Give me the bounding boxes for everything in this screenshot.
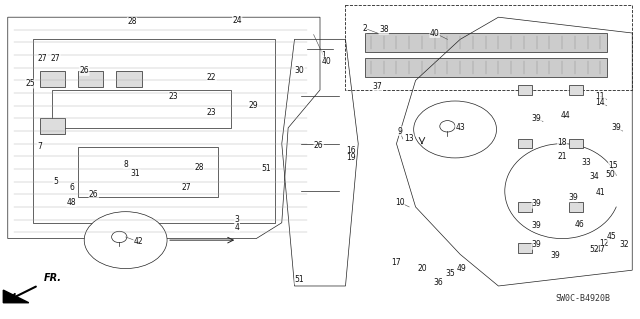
- Text: 37: 37: [372, 82, 382, 91]
- Bar: [365, 33, 607, 52]
- Text: 50: 50: [605, 170, 616, 179]
- Text: 52: 52: [589, 245, 599, 254]
- Text: 38: 38: [379, 25, 388, 34]
- Text: 23: 23: [168, 92, 179, 101]
- Text: 34: 34: [589, 172, 599, 182]
- Text: 31: 31: [131, 169, 140, 178]
- Text: 33: 33: [582, 158, 591, 167]
- Text: 1: 1: [321, 51, 326, 60]
- Bar: [518, 139, 532, 148]
- Text: 16: 16: [346, 145, 355, 154]
- Text: 49: 49: [456, 264, 467, 273]
- Text: 24: 24: [232, 16, 242, 25]
- Text: 48: 48: [67, 198, 76, 207]
- Text: 23: 23: [207, 108, 216, 116]
- Text: 18: 18: [557, 137, 567, 147]
- Bar: [568, 139, 582, 148]
- Text: 35: 35: [445, 269, 456, 278]
- Text: 3: 3: [235, 215, 239, 224]
- Text: 46: 46: [575, 220, 585, 229]
- Bar: [78, 147, 218, 197]
- Bar: [40, 118, 65, 134]
- Text: 43: 43: [455, 123, 465, 132]
- Bar: [40, 71, 65, 87]
- Text: 10: 10: [395, 198, 404, 207]
- Ellipse shape: [111, 231, 127, 243]
- Text: 21: 21: [557, 152, 567, 161]
- Text: 11: 11: [596, 92, 605, 101]
- Text: 4: 4: [235, 223, 239, 232]
- Text: 44: 44: [561, 111, 570, 120]
- Text: 39: 39: [551, 251, 561, 260]
- Text: 51: 51: [261, 165, 271, 174]
- Text: 12: 12: [599, 239, 608, 248]
- Text: 2: 2: [362, 24, 367, 33]
- Text: 17: 17: [392, 258, 401, 267]
- Polygon shape: [3, 290, 29, 303]
- Text: 26: 26: [89, 190, 99, 199]
- Text: 27: 27: [38, 54, 47, 63]
- Text: 25: 25: [25, 79, 35, 88]
- Text: 28: 28: [194, 163, 204, 172]
- Text: 39: 39: [568, 193, 578, 202]
- Text: 8: 8: [124, 160, 128, 169]
- Text: 14: 14: [596, 98, 605, 107]
- Bar: [518, 202, 532, 212]
- Bar: [568, 85, 582, 95]
- Text: 41: 41: [596, 188, 605, 197]
- Text: 19: 19: [346, 153, 355, 162]
- Text: 40: 40: [430, 28, 440, 38]
- Text: 51: 51: [295, 275, 305, 284]
- Text: 39: 39: [532, 241, 541, 249]
- Text: FR.: FR.: [44, 273, 61, 283]
- Bar: [568, 202, 582, 212]
- Bar: [33, 39, 275, 223]
- Bar: [518, 85, 532, 95]
- Text: 28: 28: [127, 18, 137, 26]
- Text: 5: 5: [53, 177, 58, 186]
- Bar: [365, 58, 607, 77]
- Text: 7: 7: [37, 142, 42, 151]
- Ellipse shape: [413, 101, 497, 158]
- Text: 45: 45: [607, 233, 617, 241]
- Bar: [116, 71, 141, 87]
- Text: 30: 30: [295, 66, 305, 76]
- Text: 32: 32: [620, 241, 629, 249]
- Ellipse shape: [84, 212, 167, 269]
- Text: 9: 9: [397, 127, 402, 136]
- Text: 29: 29: [248, 101, 258, 110]
- Bar: [78, 71, 103, 87]
- Text: 27: 27: [51, 54, 60, 63]
- Text: 39: 39: [611, 123, 621, 132]
- Text: 47: 47: [595, 245, 605, 254]
- Text: 26: 26: [79, 66, 89, 76]
- Text: 13: 13: [404, 134, 414, 144]
- Text: 36: 36: [433, 278, 443, 287]
- Text: 39: 39: [532, 114, 541, 123]
- Text: 6: 6: [69, 183, 74, 192]
- Text: 39: 39: [532, 221, 541, 230]
- Text: 40: 40: [321, 57, 332, 66]
- Text: 27: 27: [181, 183, 191, 192]
- Text: 22: 22: [207, 73, 216, 82]
- Ellipse shape: [440, 121, 455, 132]
- Text: 20: 20: [417, 264, 427, 273]
- Text: 15: 15: [608, 161, 618, 170]
- Text: SW0C-B4920B: SW0C-B4920B: [556, 294, 611, 303]
- Bar: [518, 243, 532, 253]
- Text: 42: 42: [134, 237, 143, 246]
- Bar: [52, 90, 231, 128]
- Text: 26: 26: [314, 141, 324, 150]
- Text: 39: 39: [532, 199, 541, 208]
